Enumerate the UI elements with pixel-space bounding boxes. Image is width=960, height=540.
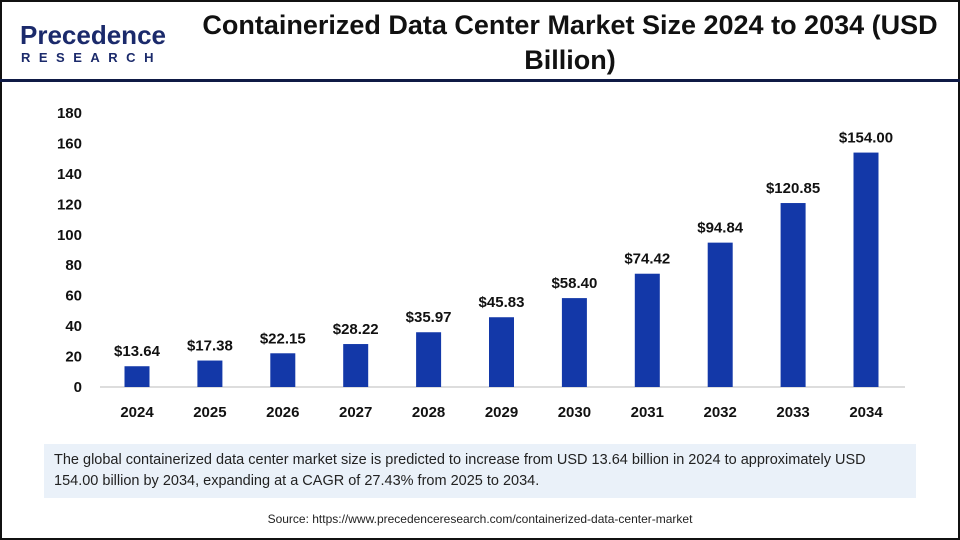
bar-2033 [780,203,806,387]
y-tick-label: 20 [65,349,82,366]
x-tick-label: 2027 [339,404,372,421]
data-label: $13.64 [114,343,161,360]
bar-2028 [416,332,442,387]
bar-2032 [707,242,733,387]
x-tick-label: 2029 [485,404,518,421]
y-tick-label: 60 [65,288,82,305]
y-tick-label: 100 [57,227,82,244]
x-tick-label: 2033 [776,404,809,421]
data-label: $58.40 [551,275,597,292]
y-tick-label: 40 [65,318,82,335]
y-tick-label: 120 [57,196,82,213]
y-tick-label: 180 [57,105,82,122]
bar-2024 [124,366,150,387]
bar-2027 [343,344,369,387]
logo: Precedence RESEARCH [18,20,168,65]
bar-2026 [270,353,296,387]
logo-subtext: RESEARCH [21,50,162,65]
bar-2025 [197,360,223,387]
data-label: $22.15 [260,330,306,347]
data-label: $17.38 [187,338,233,355]
description-box: The global containerized data center mar… [44,444,916,498]
y-tick-label: 0 [74,379,82,396]
y-tick-label: 160 [57,135,82,152]
data-label: $35.97 [406,309,452,326]
data-label: $154.00 [839,130,893,147]
x-tick-label: 2032 [704,404,737,421]
bar-2034 [853,152,879,387]
x-tick-label: 2026 [266,404,299,421]
x-tick-label: 2031 [631,404,664,421]
bar-2031 [634,273,660,387]
data-label: $94.84 [697,220,744,237]
data-label: $45.83 [479,294,525,311]
logo-text: Precedence [20,20,166,50]
x-tick-label: 2028 [412,404,445,421]
x-tick-label: 2030 [558,404,591,421]
data-label: $74.42 [624,251,670,268]
y-tick-label: 140 [57,166,82,183]
bar-2030 [561,298,587,387]
y-tick-label: 80 [65,257,82,274]
bar-2029 [489,317,514,387]
data-label: $28.22 [333,321,379,338]
x-tick-label: 2025 [193,404,226,421]
chart-title: Containerized Data Center Market Size 20… [202,10,938,75]
x-tick-label: 2024 [120,404,154,421]
data-label: $120.85 [766,180,820,197]
x-tick-label: 2034 [849,404,883,421]
source-text: Source: https://www.precedenceresearch.c… [267,512,693,526]
header-divider [0,79,960,82]
